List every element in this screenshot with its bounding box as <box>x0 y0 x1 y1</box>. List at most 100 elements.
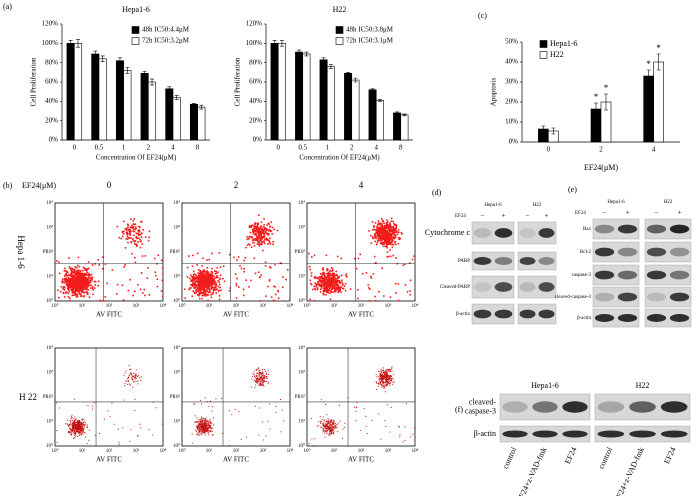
event-dot <box>84 424 86 426</box>
event-dot <box>269 225 272 228</box>
event-dot <box>336 427 338 429</box>
event-dot <box>204 430 206 432</box>
event-dot <box>201 426 203 428</box>
event-dot <box>204 422 206 424</box>
event-dot <box>202 279 204 282</box>
event-dot <box>264 228 267 231</box>
event-dot <box>136 232 138 235</box>
event-dot <box>387 233 390 236</box>
event-dot <box>200 403 202 405</box>
event-dot <box>257 378 259 380</box>
event-dot <box>193 403 195 405</box>
group-header: H22 <box>636 381 650 390</box>
blot-band <box>646 247 667 257</box>
blot-band <box>617 314 638 322</box>
event-dot <box>370 277 373 279</box>
event-dot <box>93 287 96 289</box>
event-dot <box>193 287 196 289</box>
event-dot <box>381 242 384 244</box>
bar <box>66 43 75 141</box>
event-dot <box>207 279 209 281</box>
event-dot <box>331 430 333 432</box>
event-dot <box>255 233 258 236</box>
event-dot <box>338 289 341 291</box>
event-dot <box>137 434 139 436</box>
event-dot <box>384 375 386 377</box>
event-dot <box>255 368 257 370</box>
event-dot <box>207 425 209 427</box>
event-dot <box>245 436 247 438</box>
error-bar <box>199 104 204 110</box>
event-dot <box>79 422 81 424</box>
event-dot <box>193 291 196 294</box>
panel-label: (b) <box>3 181 13 190</box>
event-dot <box>378 239 380 242</box>
event-dot <box>378 383 380 385</box>
event-dot <box>386 381 388 383</box>
event-dot <box>380 229 382 232</box>
event-dot <box>78 431 80 433</box>
event-dot <box>155 407 157 409</box>
event-dot <box>243 270 245 273</box>
event-dot <box>73 290 76 293</box>
event-dot <box>404 263 406 265</box>
event-dot <box>58 272 61 275</box>
event-dot <box>382 377 384 379</box>
error-bar <box>541 125 546 133</box>
event-dot <box>68 290 71 293</box>
event-dot <box>401 233 403 235</box>
event-dot <box>260 379 262 381</box>
event-dot <box>275 411 277 413</box>
event-dot <box>327 275 330 277</box>
event-dot <box>202 424 204 426</box>
event-dot <box>205 427 207 429</box>
event-dot <box>385 370 387 372</box>
event-dot <box>204 291 207 294</box>
event-dot <box>263 226 266 229</box>
event-dot <box>259 226 261 229</box>
event-dot <box>330 281 333 284</box>
blot-strip <box>517 221 557 245</box>
event-dot <box>80 421 82 423</box>
event-dot <box>133 230 136 233</box>
event-dot <box>251 224 254 227</box>
event-dot <box>72 268 74 270</box>
event-dot <box>217 285 220 288</box>
event-dot <box>256 380 258 382</box>
event-dot <box>64 279 67 282</box>
event-dot <box>385 224 387 227</box>
event-dot <box>394 236 396 239</box>
event-dot <box>133 379 135 381</box>
event-dot <box>379 227 382 230</box>
event-dot <box>328 428 330 430</box>
event-dot <box>329 426 331 428</box>
event-dot <box>70 423 72 425</box>
event-dot <box>74 288 77 290</box>
event-dot <box>404 426 406 428</box>
event-dot <box>201 282 204 285</box>
event-dot <box>277 289 279 292</box>
event-dot <box>78 274 81 276</box>
event-dot <box>91 279 93 281</box>
event-dot <box>203 281 205 284</box>
event-dot <box>332 281 335 283</box>
event-dot <box>215 286 217 289</box>
error-bar <box>594 102 598 116</box>
event-dot <box>76 422 78 424</box>
event-dot <box>329 424 331 426</box>
event-dot <box>63 286 66 289</box>
event-dot <box>326 422 328 424</box>
event-dot <box>130 237 132 239</box>
x-axis-label: EF24(μM) <box>584 163 618 172</box>
event-dot <box>77 425 79 427</box>
event-dot <box>308 266 311 268</box>
event-dot <box>376 241 379 244</box>
event-dot <box>387 239 390 242</box>
event-dot <box>203 428 205 430</box>
y-tick-label: 10⁰ <box>46 298 53 304</box>
event-dot <box>68 423 70 425</box>
event-dot <box>376 376 378 378</box>
blot-strip <box>644 264 692 286</box>
group-header: Hepa1-6 <box>607 200 625 205</box>
event-dot <box>380 374 382 376</box>
